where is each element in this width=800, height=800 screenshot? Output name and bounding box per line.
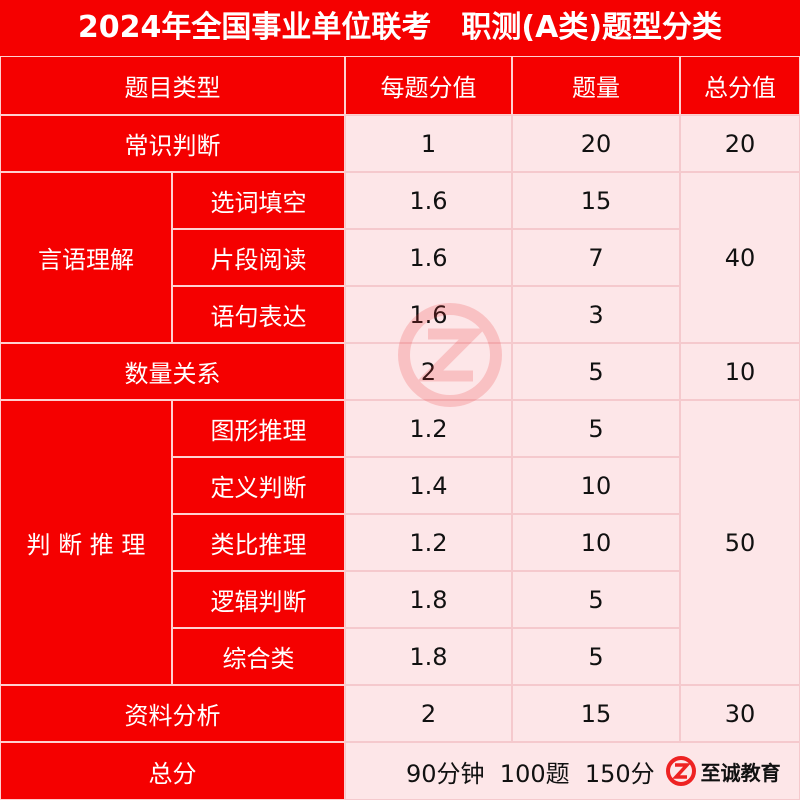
cell-score: 1.6 [345, 229, 512, 286]
row-label: 资料分析 [0, 685, 345, 742]
cell-count: 15 [512, 172, 680, 229]
sub-label: 语句表达 [172, 286, 345, 343]
cell-score: 1.6 [345, 286, 512, 343]
header-type: 题目类型 [0, 56, 345, 115]
cell-total: 30 [680, 685, 800, 742]
cell-count: 10 [512, 457, 680, 514]
sub-label: 定义判断 [172, 457, 345, 514]
cell-count: 10 [512, 514, 680, 571]
cell-total: 20 [680, 115, 800, 172]
page-title: 2024年全国事业单位联考 职测(A类)题型分类 [0, 0, 800, 56]
cell-count: 5 [512, 343, 680, 400]
sub-label: 类比推理 [172, 514, 345, 571]
brand-logo: 至诚教育 [665, 755, 781, 787]
cell-total: 50 [680, 400, 800, 685]
total-summary-cell: 90分钟 100题 150分 至诚教育 [345, 742, 800, 800]
brand-logo-text: 至诚教育 [700, 760, 781, 785]
cell-count: 5 [512, 571, 680, 628]
header-count: 题量 [512, 56, 680, 115]
cell-score: 1.6 [345, 172, 512, 229]
sub-label: 图形推理 [172, 400, 345, 457]
header-total: 总分值 [680, 56, 800, 115]
cell-score: 1.2 [345, 400, 512, 457]
cell-total: 40 [680, 172, 800, 343]
cell-count: 5 [512, 628, 680, 685]
header-score: 每题分值 [345, 56, 512, 115]
sub-label: 片段阅读 [172, 229, 345, 286]
row-label: 数量关系 [0, 343, 345, 400]
total-summary: 90分钟 100题 150分 [406, 759, 655, 788]
cell-score: 1.2 [345, 514, 512, 571]
group-label: 言语理解 [0, 172, 172, 343]
sub-label: 逻辑判断 [172, 571, 345, 628]
row-label: 常识判断 [0, 115, 345, 172]
cell-count: 3 [512, 286, 680, 343]
sub-label: 选词填空 [172, 172, 345, 229]
cell-count: 5 [512, 400, 680, 457]
cell-count: 20 [512, 115, 680, 172]
cell-total: 10 [680, 343, 800, 400]
cell-score: 2 [345, 685, 512, 742]
cell-score: 1 [345, 115, 512, 172]
row-label: 总分 [0, 742, 345, 800]
cell-count: 15 [512, 685, 680, 742]
cell-score: 2 [345, 343, 512, 400]
cell-count: 7 [512, 229, 680, 286]
group-label: 判 断 推 理 [0, 400, 172, 685]
cell-score: 1.4 [345, 457, 512, 514]
logo-z-icon [665, 756, 696, 786]
sub-label: 综合类 [172, 628, 345, 685]
cell-score: 1.8 [345, 571, 512, 628]
cell-score: 1.8 [345, 628, 512, 685]
